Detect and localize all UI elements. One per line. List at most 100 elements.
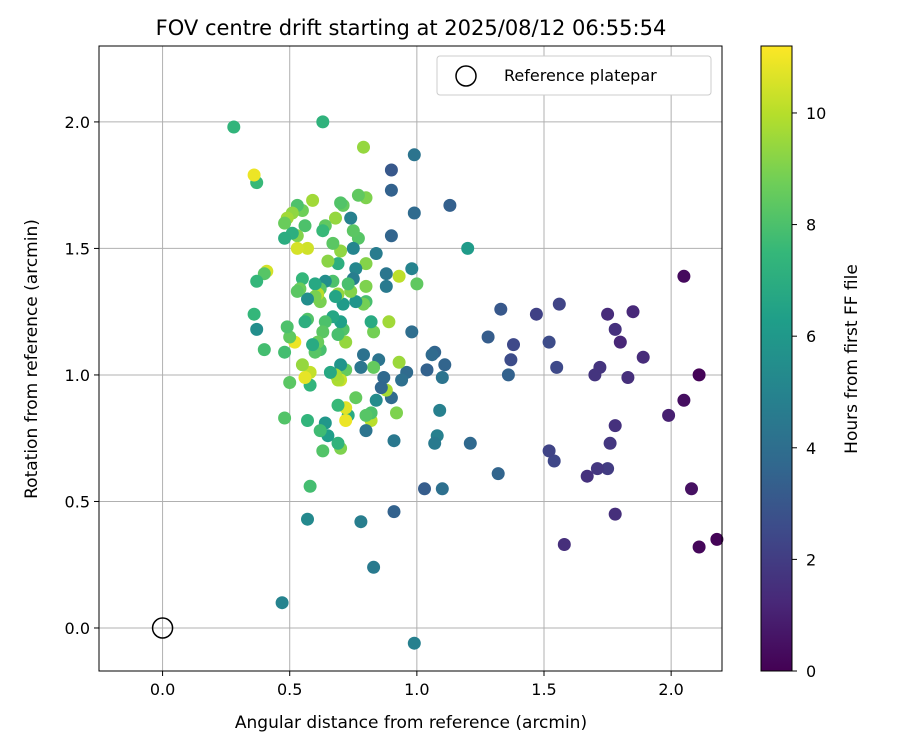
data-point (621, 371, 635, 384)
y-tick-label: 1.5 (65, 239, 90, 258)
data-point (405, 262, 419, 276)
data-point (339, 414, 353, 427)
data-point (374, 381, 388, 395)
data-points (227, 115, 724, 650)
data-point (301, 292, 314, 306)
data-point (247, 307, 261, 321)
data-point (613, 335, 627, 349)
x-tick-label: 0.0 (150, 680, 175, 699)
data-point (407, 148, 421, 162)
data-point (354, 360, 368, 374)
data-point (438, 358, 452, 372)
data-point (359, 424, 373, 438)
data-point (481, 330, 495, 344)
chart-title: FOV centre drift starting at 2025/08/12 … (156, 16, 667, 40)
data-point (306, 338, 320, 352)
data-point (326, 236, 340, 250)
colorbar-gradient (760, 45, 793, 672)
data-point (316, 224, 330, 238)
data-point (357, 348, 370, 362)
data-point (283, 376, 297, 389)
data-point (346, 224, 360, 238)
data-point (529, 307, 543, 321)
reference-point (151, 617, 174, 639)
data-point (608, 419, 622, 433)
data-point (379, 279, 393, 293)
data-point (677, 269, 691, 283)
data-point (298, 371, 312, 384)
data-point (278, 231, 292, 245)
data-point (392, 269, 406, 283)
colorbar-tick-label: 10 (806, 104, 826, 123)
data-point (349, 391, 363, 405)
x-tick-label: 2.0 (658, 680, 683, 699)
data-point (359, 257, 373, 271)
data-point (298, 219, 312, 233)
legend-label-reference: Reference platepar (504, 66, 657, 85)
data-point (369, 393, 383, 407)
data-point (329, 290, 342, 303)
data-point (334, 196, 348, 210)
y-axis: 0.0 0.5 1.0 1.5 2.0 (65, 113, 99, 638)
data-point (407, 636, 421, 650)
legend-marker-reference (455, 65, 477, 87)
data-point (301, 241, 314, 255)
data-point (710, 532, 724, 546)
data-point (346, 241, 360, 255)
data-point (278, 216, 292, 230)
data-point (435, 482, 449, 496)
data-point (367, 325, 381, 339)
data-point (359, 279, 373, 293)
data-point (329, 211, 342, 225)
data-point (283, 330, 297, 344)
data-point (257, 343, 271, 357)
data-point (384, 163, 398, 177)
data-point (626, 305, 640, 319)
data-point (247, 168, 261, 182)
data-point (334, 358, 348, 372)
data-point (542, 335, 556, 349)
data-point (316, 444, 330, 458)
data-point (392, 355, 406, 369)
data-point (542, 444, 556, 458)
data-point (504, 353, 518, 367)
data-point (494, 302, 508, 316)
y-tick-label: 0.0 (65, 619, 90, 638)
y-axis-label: Rotation from reference (arcmin) (22, 219, 42, 499)
data-point (677, 393, 691, 407)
y-tick-label: 2.0 (65, 113, 90, 132)
data-point (382, 315, 396, 329)
data-point (685, 482, 698, 496)
data-point (250, 274, 264, 288)
data-point (323, 365, 337, 379)
data-point (290, 284, 304, 298)
data-point (349, 295, 363, 309)
colorbar-tick-label: 4 (806, 439, 816, 458)
grid (99, 46, 722, 671)
data-point (341, 277, 355, 291)
data-point (491, 467, 505, 481)
data-point (580, 469, 594, 483)
data-point (377, 371, 391, 384)
data-point (278, 345, 292, 359)
data-point (590, 462, 604, 476)
x-tick-label: 0.5 (277, 680, 302, 699)
data-point (501, 368, 515, 382)
data-point (601, 462, 615, 476)
data-point (349, 262, 363, 276)
data-point (331, 328, 345, 341)
data-point (290, 241, 304, 255)
data-point (692, 368, 706, 382)
data-point (405, 325, 419, 339)
data-point (301, 414, 314, 427)
data-point (428, 436, 442, 450)
colorbar-tick-label: 2 (806, 550, 816, 569)
data-point (316, 115, 330, 129)
data-point (507, 338, 520, 352)
data-point (298, 315, 312, 329)
data-point (390, 406, 403, 420)
data-point (425, 348, 439, 362)
data-point (295, 358, 309, 372)
legend: Reference platepar (436, 55, 712, 96)
